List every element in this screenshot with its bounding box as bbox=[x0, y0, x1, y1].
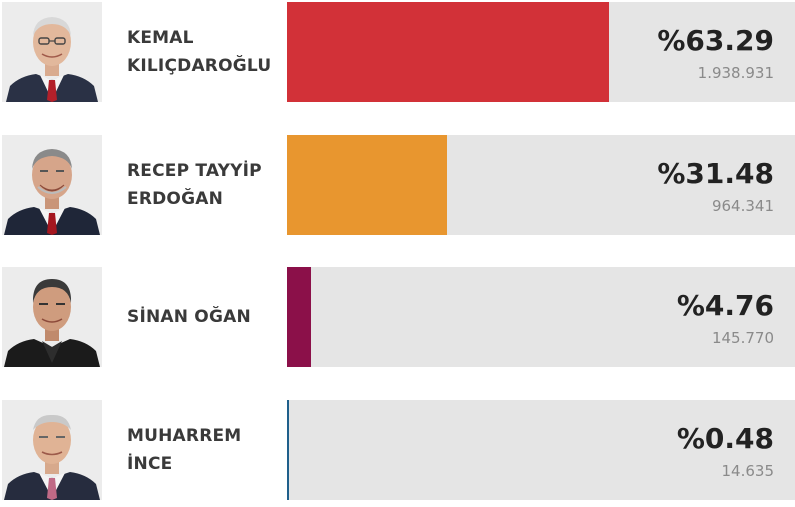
vote-share-bar: %4.76 145.770 bbox=[287, 267, 795, 367]
vote-share-fill bbox=[287, 267, 311, 367]
vote-percentage: %31.48 bbox=[657, 157, 774, 190]
candidate-photo bbox=[2, 2, 102, 102]
candidate-photo bbox=[2, 135, 102, 235]
candidate-row: MUHARREM İNCE %0.48 14.635 bbox=[0, 400, 795, 500]
candidate-name-line1: SİNAN OĞAN bbox=[127, 307, 251, 327]
candidate-row: SİNAN OĞAN %4.76 145.770 bbox=[0, 267, 795, 367]
candidate-photo bbox=[2, 267, 102, 367]
candidate-name-line1: MUHARREM bbox=[127, 426, 242, 446]
vote-percentage: %0.48 bbox=[676, 422, 774, 455]
candidate-name-line1: RECEP TAYYİP bbox=[127, 161, 262, 181]
candidate-name-line2: İNCE bbox=[127, 454, 173, 474]
vote-count: 145.770 bbox=[711, 329, 774, 347]
vote-share-fill bbox=[287, 2, 609, 102]
candidate-row: KEMAL KILIÇDAROĞLU %63.29 1.938.931 bbox=[0, 2, 795, 102]
vote-share-fill bbox=[287, 135, 447, 235]
candidate-name: MUHARREM İNCE bbox=[127, 400, 277, 500]
candidate-name: KEMAL KILIÇDAROĞLU bbox=[127, 2, 277, 102]
vote-share-bar: %63.29 1.938.931 bbox=[287, 2, 795, 102]
candidate-name-line2: KILIÇDAROĞLU bbox=[127, 56, 272, 76]
candidate-photo bbox=[2, 400, 102, 500]
vote-percentage: %63.29 bbox=[657, 24, 774, 57]
vote-percentage: %4.76 bbox=[676, 289, 774, 322]
vote-count: 1.938.931 bbox=[697, 64, 774, 82]
candidate-name-line1: KEMAL bbox=[127, 28, 194, 48]
vote-share-fill bbox=[287, 400, 289, 500]
candidate-name: SİNAN OĞAN bbox=[127, 267, 277, 367]
candidate-name: RECEP TAYYİP ERDOĞAN bbox=[127, 135, 277, 235]
candidate-row: RECEP TAYYİP ERDOĞAN %31.48 964.341 bbox=[0, 135, 795, 235]
candidate-name-line2: ERDOĞAN bbox=[127, 189, 224, 209]
vote-count: 14.635 bbox=[721, 462, 775, 480]
vote-count: 964.341 bbox=[711, 197, 774, 215]
vote-share-bar: %0.48 14.635 bbox=[287, 400, 795, 500]
vote-share-bar: %31.48 964.341 bbox=[287, 135, 795, 235]
